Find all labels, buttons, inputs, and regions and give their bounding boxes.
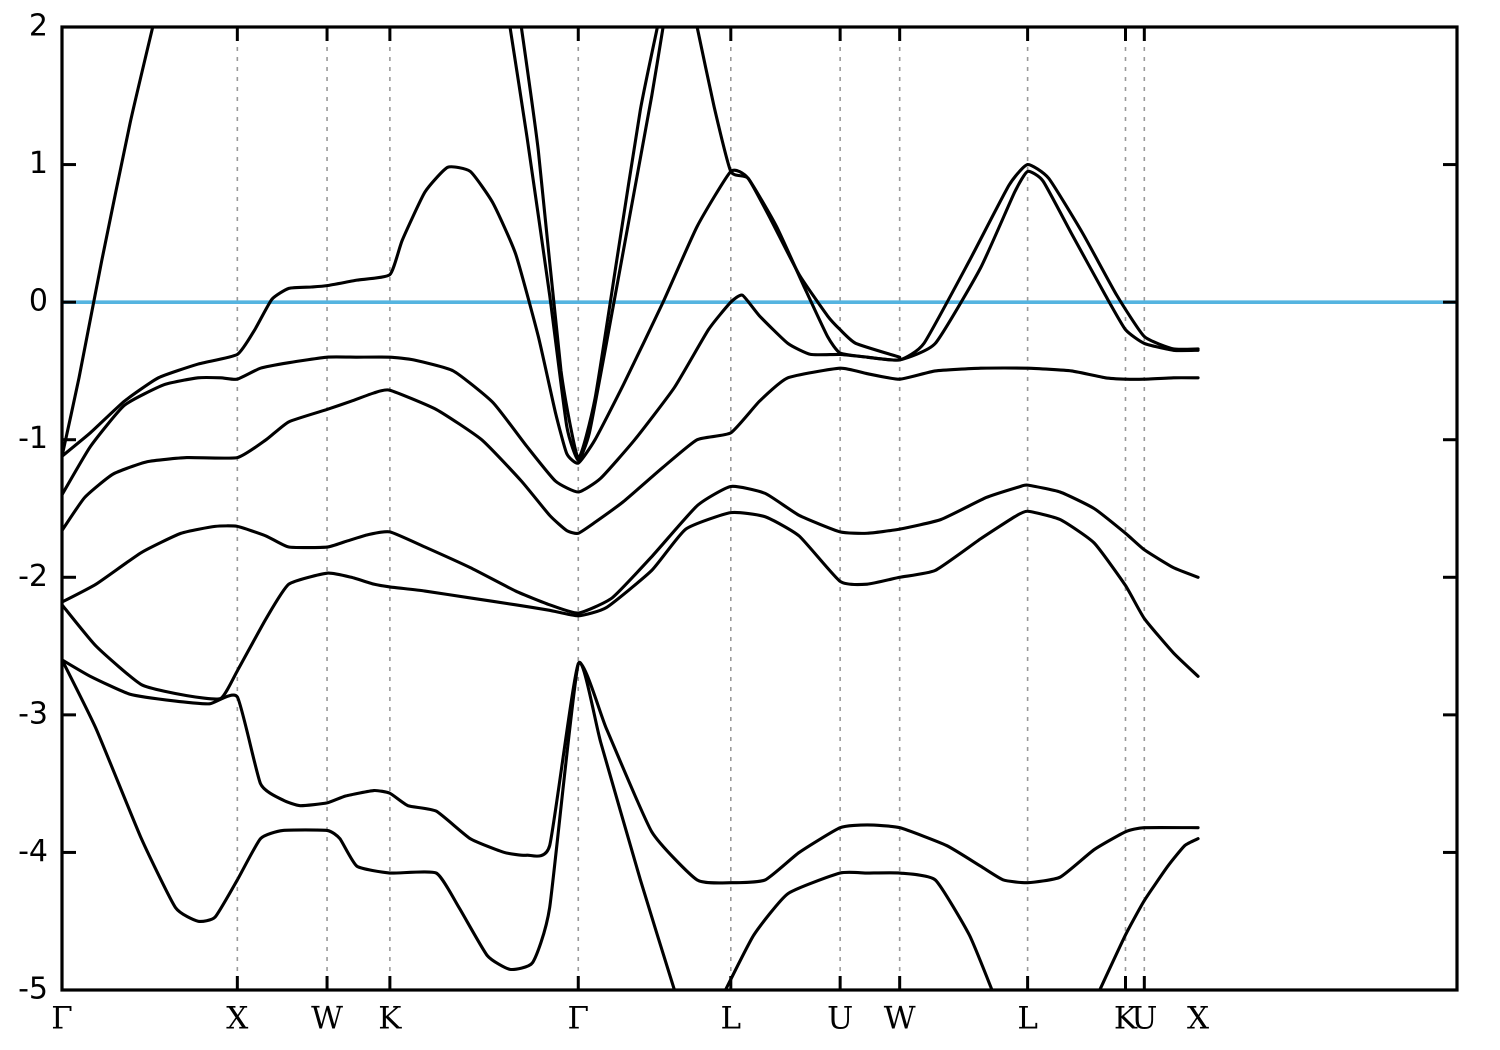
y-axis-tick-label: -1: [18, 421, 48, 456]
band-curve: [723, 870, 994, 990]
band-curve: [62, 366, 1200, 535]
axis-ticks-group: [62, 27, 1457, 990]
x-axis-tick-label-3: K: [378, 1000, 402, 1036]
band-curve: [62, 169, 1200, 497]
x-axis-tick-label-6: U: [827, 1000, 853, 1036]
x-axis-tick-label-2: W: [311, 1000, 343, 1036]
x-tick-labels-group: Γ X W K Γ L U W L KU X: [51, 1000, 1209, 1036]
band-curve: [62, 658, 1200, 885]
x-axis-tick-label-10: U: [1131, 1000, 1157, 1036]
y-axis-tick-label: -3: [18, 696, 48, 731]
y-axis-tick-label: -2: [18, 559, 48, 594]
plot-frame: [60, 25, 1459, 992]
band-curve: [62, 658, 676, 990]
band-curve: [62, 163, 1200, 465]
y-axis-tick-label: -4: [18, 834, 48, 869]
x-axis-tick-label-0: Γ: [51, 1000, 73, 1036]
x-axis-tick-label-9: K: [1114, 1000, 1138, 1036]
band-curve: [519, 27, 659, 460]
x-axis-tick-label-4: Γ: [568, 1000, 590, 1036]
band-curves-group: [62, 27, 1200, 990]
band-curve: [62, 483, 1200, 615]
band-curve: [62, 27, 155, 458]
band-curve: [62, 509, 1200, 701]
x-axis-tick-label-7: W: [884, 1000, 916, 1036]
x-axis-tick-label-1: X: [226, 1000, 248, 1036]
x-axis-tick-label-8: L: [1017, 1000, 1038, 1036]
y-axis-tick-label: -5: [18, 972, 48, 1007]
y-axis-tick-label: 0: [29, 284, 48, 319]
band-curve: [1098, 837, 1200, 990]
x-axis-tick-label-5: L: [721, 1000, 742, 1036]
gridlines-group: [236, 27, 1146, 990]
x-axis-tick-label-11: X: [1187, 1000, 1209, 1036]
y-axis-tick-label: 1: [29, 146, 48, 181]
y-tick-labels-group: 2 1 0 -1 -2 -3 -4 -5: [18, 9, 48, 1007]
band-curve: [508, 27, 665, 462]
band-curve: [695, 27, 902, 359]
y-axis-tick-label: 2: [29, 9, 48, 44]
